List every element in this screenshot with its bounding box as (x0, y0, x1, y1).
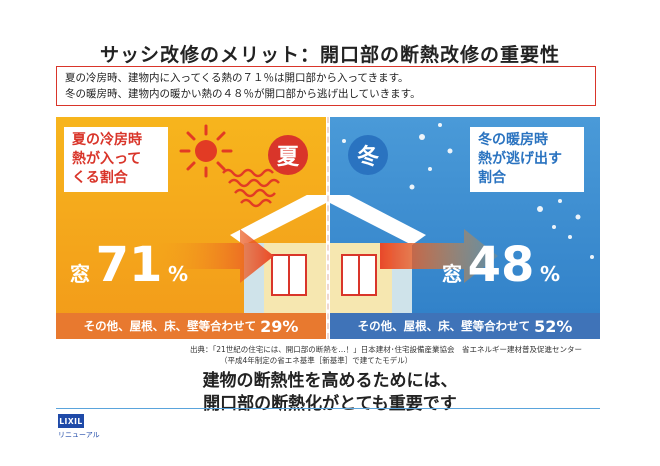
heat-in-arrow (156, 229, 274, 283)
window-label: 窓 (70, 262, 90, 286)
footer-subtitle: リニューアル (58, 431, 100, 439)
summer-label-line: 夏の冷房時 (72, 132, 142, 148)
winter-label-line: 熱が逃げ出す (478, 151, 562, 167)
summer-percent: 窓 71 % (70, 241, 188, 289)
window-label: 窓 (442, 262, 462, 286)
conclusion: 建物の断熱性を高めるためには、 開口部の断熱化がとても重要です (0, 370, 660, 416)
panel-divider (327, 117, 329, 339)
percent-unit: % (167, 262, 188, 286)
heat-out-arrow (380, 229, 498, 283)
winter-label-line: 割合 (478, 170, 506, 186)
lixil-logo: LIXIL (58, 414, 84, 428)
summer-percent-value: 71 (95, 237, 163, 293)
winter-percent: 窓 48 % (442, 241, 560, 289)
summer-label-box: 夏の冷房時 熱が入って くる割合 (64, 127, 168, 192)
winter-label-line: 冬の暖房時 (478, 132, 548, 148)
winter-other-bar: その他、屋根、床、壁等合わせて 52% (330, 313, 600, 339)
summer-other-text: その他、屋根、床、壁等合わせて (83, 319, 257, 333)
conclusion-line: 開口部の断熱化がとても重要です (203, 394, 457, 414)
summer-panel: 夏 夏の冷房時 熱が入って くる割合 窓 71 % その他、屋根、床、壁等合わせ… (56, 117, 326, 339)
source-line: （平成4年制定の省エネ基準［新基準］で建てたモデル） (220, 356, 413, 365)
summer-other-value: 29% (260, 316, 299, 336)
footer-divider (56, 408, 600, 409)
conclusion-line: 建物の断熱性を高めるためには、 (202, 371, 458, 391)
summer-badge: 夏 (268, 135, 308, 175)
winter-panel: 冬 冬の暖房時 熱が逃げ出す 割合 窓 48 % その他、屋根、床、壁等合わせて… (330, 117, 600, 339)
winter-label-box: 冬の暖房時 熱が逃げ出す 割合 (470, 127, 584, 192)
summer-other-bar: その他、屋根、床、壁等合わせて 29% (56, 313, 326, 339)
winter-other-value: 52% (534, 316, 573, 336)
sun-icon (179, 124, 233, 178)
source-line: 出典：「21世紀の住宅には、開口部の断熱を…！」日本建材･住宅設備産業協会 省エ… (190, 345, 583, 354)
summer-label-line: 熱が入って (72, 151, 142, 167)
summer-label-line: くる割合 (72, 170, 128, 186)
page-title: サッシ改修のメリット：開口部の断熱改修の重要性 (99, 44, 560, 66)
winter-other-text: その他、屋根、床、壁等合わせて (357, 319, 531, 333)
percent-unit: % (539, 262, 560, 286)
snow-icon (342, 123, 594, 259)
winter-badge: 冬 (348, 135, 388, 175)
summary-box: 夏の冷房時、建物内に入ってくる熱の７１％は開口部から入ってきます。 冬の暖房時、… (56, 66, 596, 106)
winter-percent-value: 48 (467, 237, 535, 293)
summary-line-winter: 冬の暖房時、建物内の暖かい熱の４８％が開口部から逃げ出していきます。 (65, 88, 421, 100)
summary-line-summer: 夏の冷房時、建物内に入ってくる熱の７１％は開口部から入ってきます。 (65, 72, 409, 84)
source-citation: 出典：「21世紀の住宅には、開口部の断熱を…！」日本建材･住宅設備産業協会 省エ… (190, 344, 610, 366)
heat-waves-icon (222, 168, 280, 208)
